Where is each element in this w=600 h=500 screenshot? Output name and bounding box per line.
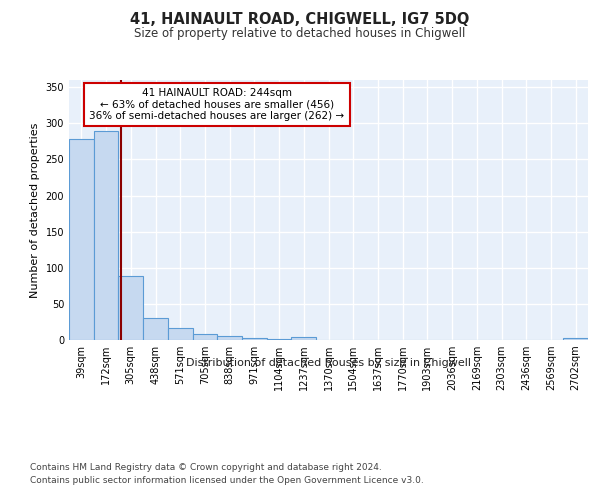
Bar (563, 338, 588, 340)
Text: Size of property relative to detached houses in Chigwell: Size of property relative to detached ho… (134, 28, 466, 40)
Text: Contains HM Land Registry data © Crown copyright and database right 2024.: Contains HM Land Registry data © Crown c… (30, 462, 382, 471)
Bar (69, 139, 94, 340)
Bar (168, 328, 193, 340)
Text: Contains public sector information licensed under the Open Government Licence v3: Contains public sector information licen… (30, 476, 424, 485)
Bar (242, 338, 267, 340)
Text: 41, HAINAULT ROAD, CHIGWELL, IG7 5DQ: 41, HAINAULT ROAD, CHIGWELL, IG7 5DQ (130, 12, 470, 28)
Bar (292, 337, 316, 340)
Bar (94, 130, 118, 340)
Bar (118, 276, 143, 340)
Bar (143, 318, 168, 340)
Bar (267, 338, 292, 340)
Y-axis label: Number of detached properties: Number of detached properties (30, 122, 40, 298)
Bar (193, 334, 217, 340)
Bar (217, 336, 242, 340)
Text: 41 HAINAULT ROAD: 244sqm
← 63% of detached houses are smaller (456)
36% of semi-: 41 HAINAULT ROAD: 244sqm ← 63% of detach… (89, 88, 344, 121)
Text: Distribution of detached houses by size in Chigwell: Distribution of detached houses by size … (187, 358, 472, 368)
